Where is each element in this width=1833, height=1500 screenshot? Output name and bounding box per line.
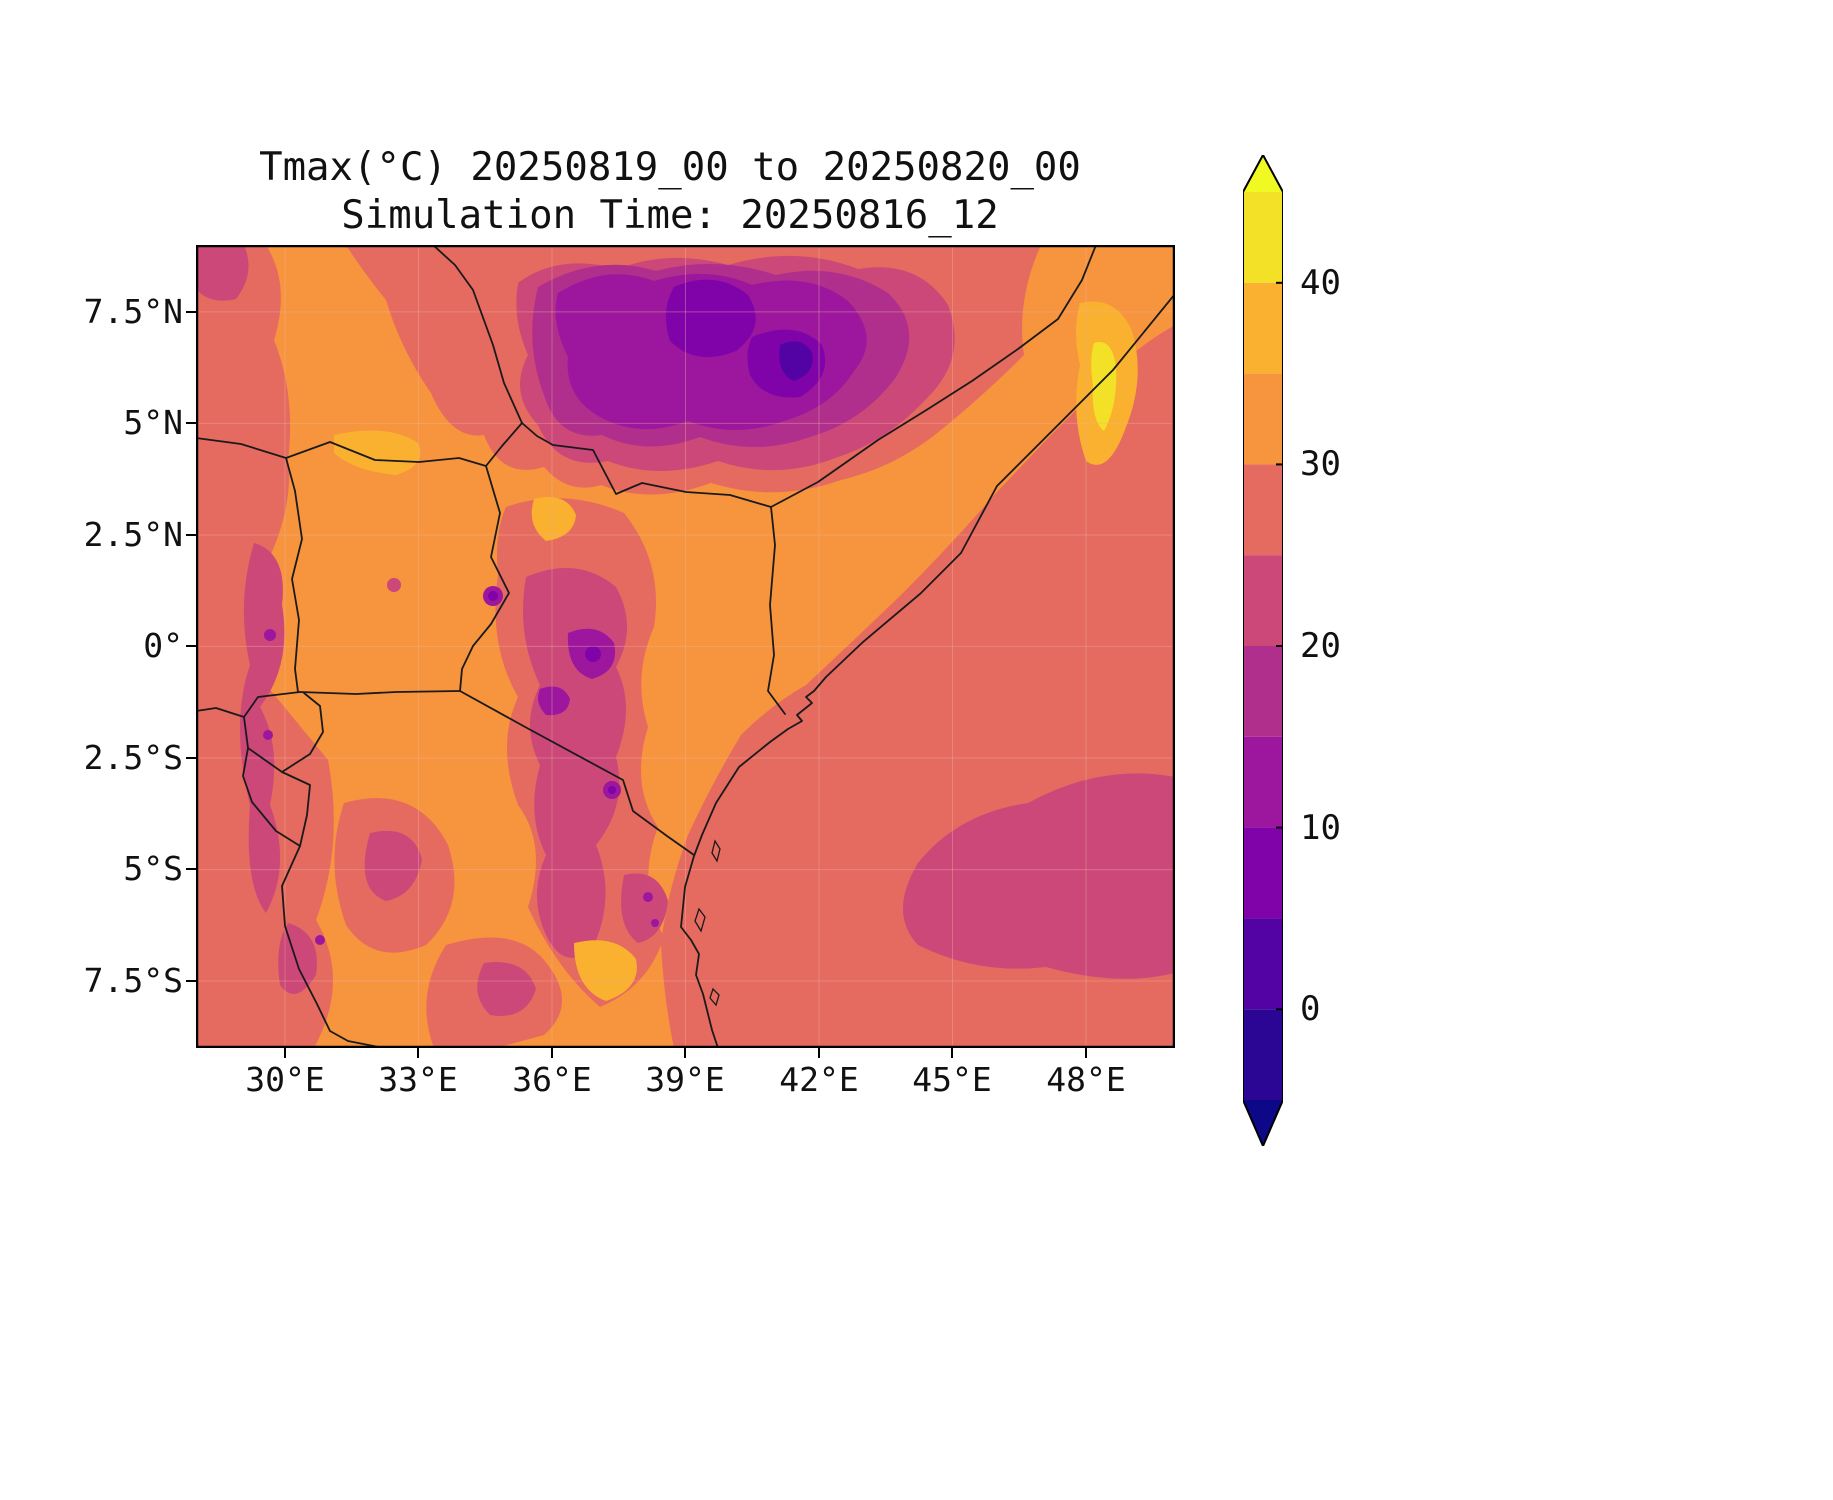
x-tick-label: 48°E <box>1046 1060 1126 1099</box>
axis-tick <box>186 980 196 982</box>
axis-tick <box>186 422 196 424</box>
border-drc-west-stub <box>195 707 245 718</box>
y-tick-label: 5°N <box>123 403 183 442</box>
axis-tick <box>417 1048 419 1058</box>
region-somali-coast-hottest <box>1091 342 1117 431</box>
border-kenya-somalia <box>767 506 786 715</box>
y-tick-label: 7.5°N <box>83 292 183 331</box>
border-south-sudan <box>195 422 523 467</box>
colorbar-band-25-30 <box>1243 464 1283 556</box>
colorbar <box>1243 155 1283 1146</box>
map-plot-area <box>195 244 1176 1049</box>
axis-tick <box>186 757 196 759</box>
y-tick-label: 7.5°S <box>83 961 183 1000</box>
coastline <box>680 293 1176 1049</box>
x-tick-label: 45°E <box>912 1060 992 1099</box>
x-tick-label: 42°E <box>779 1060 859 1099</box>
region-tz-hot-patch <box>574 940 637 1001</box>
region-topleft-magenta <box>196 245 249 301</box>
border-uganda-drc <box>285 457 303 693</box>
y-tick-label: 2.5°N <box>83 515 183 554</box>
axis-tick <box>551 1048 553 1058</box>
region-mtelgon-core <box>488 591 498 601</box>
axis-tick <box>186 868 196 870</box>
island-pemba <box>711 839 721 863</box>
region-usambara-dot-a <box>643 892 653 902</box>
border-burundi <box>242 747 311 847</box>
axis-tick <box>186 645 196 647</box>
region-rift-dot-a <box>264 629 276 641</box>
region-west-magenta-south <box>278 923 317 994</box>
region-ocean-magenta-blob <box>903 773 1175 979</box>
island-mafia <box>709 987 720 1007</box>
axis-tick <box>186 311 196 313</box>
island-zanzibar <box>694 907 706 933</box>
region-usambara-dot-b <box>651 919 659 927</box>
colorbar-band-n5-0 <box>1243 1009 1283 1100</box>
temperature-map <box>195 244 1176 1049</box>
border-sudan-ethiopia <box>432 244 523 424</box>
region-aberdare-purple <box>538 686 570 716</box>
plot-frame <box>195 244 1176 1049</box>
x-tick-label: 36°E <box>512 1060 592 1099</box>
colorbar-band-0-5 <box>1243 918 1283 1010</box>
colorbar-band-35-40 <box>1243 282 1283 374</box>
border-tanzania-drc-zambia <box>281 845 385 1049</box>
border-ethiopia-kenya <box>521 422 772 508</box>
colorbar-tick-label: 20 <box>1300 626 1341 666</box>
x-tick-label: 33°E <box>378 1060 458 1099</box>
region-ssudan-hot-patch <box>334 430 421 475</box>
colorbar-band-20-25 <box>1243 555 1283 646</box>
axis-tick <box>684 1048 686 1058</box>
colorbar-ticks <box>1276 281 1283 1011</box>
axis-tick <box>951 1048 953 1058</box>
colorbar-band-30-35 <box>1243 373 1283 465</box>
colorbar-tick-label: 30 <box>1300 444 1341 484</box>
region-rift-dot-b <box>263 730 273 740</box>
colorbar-tick-label: 0 <box>1300 989 1321 1029</box>
region-highland-coldest <box>779 341 813 381</box>
x-tick-label: 30°E <box>245 1060 325 1099</box>
region-rift-dot-c <box>315 935 325 945</box>
border-uganda-kenya <box>459 465 510 692</box>
border-kenya-tanzania <box>459 690 695 856</box>
x-tick-label: 39°E <box>645 1060 725 1099</box>
axis-tick <box>284 1048 286 1058</box>
border-ethiopia-somalia <box>770 244 1097 508</box>
colorbar-tick-label: 10 <box>1300 808 1341 848</box>
colorbar-band-40-45 <box>1243 192 1283 283</box>
colorbar-tick-label: 40 <box>1300 263 1341 303</box>
plot-subtitle: Simulation Time: 20250816_12 <box>341 193 999 238</box>
colorbar-under-arrow <box>1243 1100 1283 1146</box>
colorbar-band-5-10 <box>1243 827 1283 919</box>
colorbar-band-15-20 <box>1243 646 1283 737</box>
y-tick-label: 0° <box>143 626 183 665</box>
region-tz-magenta-b <box>477 962 536 1016</box>
axis-tick <box>818 1048 820 1058</box>
y-tick-label: 2.5°S <box>83 738 183 777</box>
colorbar-over-arrow <box>1243 155 1283 192</box>
region-mtkenya-core <box>585 646 601 662</box>
y-tick-label: 5°S <box>123 849 183 888</box>
region-uganda-speck <box>387 578 401 592</box>
map-gridlines <box>196 245 1175 1048</box>
axis-tick <box>186 534 196 536</box>
colorbar-band-10-15 <box>1243 736 1283 828</box>
region-tz-magenta-a <box>364 830 422 901</box>
region-highland-core-a <box>665 279 756 358</box>
plot-title: Tmax(°C) 20250819_00 to 20250820_00 <box>259 145 1081 190</box>
axis-tick <box>1085 1048 1087 1058</box>
region-kilimanjaro-core <box>608 786 616 794</box>
region-turkana-hot-patch <box>531 497 576 541</box>
border-uganda-tanzania <box>299 690 461 695</box>
